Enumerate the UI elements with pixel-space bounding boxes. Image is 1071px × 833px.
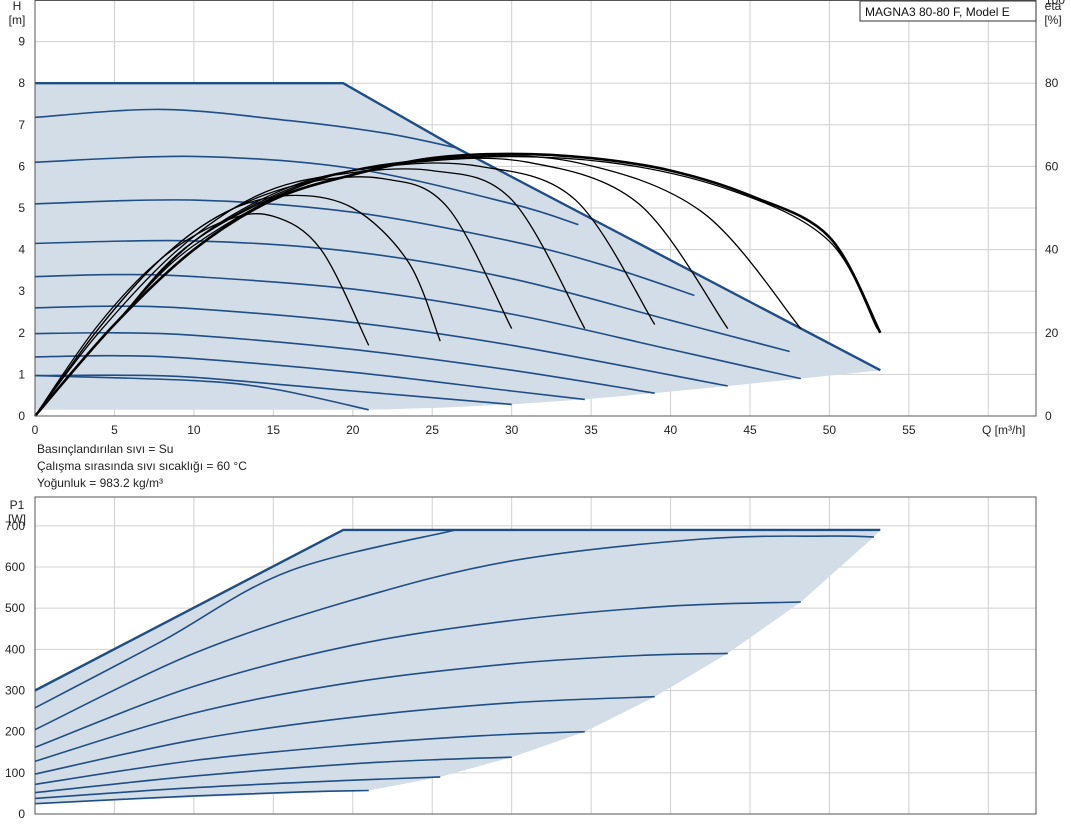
efficiency-tick-labels: 0 20 40 60 80 100 — [1045, 0, 1065, 423]
efficiency-curve — [34, 168, 586, 417]
power-tick-label: 700 — [5, 519, 25, 533]
power-max-curve — [34, 528, 881, 692]
power-chart-frame — [34, 496, 1037, 815]
flow-tick-label: 30 — [505, 423, 519, 437]
head-tick-label: 3 — [18, 284, 25, 298]
head-tick-label: 1 — [18, 367, 25, 381]
power-tick-label: 100 — [5, 766, 25, 780]
head-curve — [34, 199, 695, 297]
power-curve — [34, 789, 369, 805]
head-curve — [34, 374, 369, 411]
flow-tick-labels: 0 5 10 15 20 25 30 35 40 45 50 55 — [32, 423, 916, 437]
efficiency-axis-label: eta — [1045, 0, 1062, 13]
flow-tick-label: 45 — [743, 423, 757, 437]
head-operating-range — [35, 83, 881, 410]
head-curve — [34, 108, 457, 149]
efficiency-tick-label: 100 — [1045, 0, 1065, 7]
fluid-condition-medium: Basınçlandırılan sıvı = Su — [37, 442, 173, 456]
flow-tick-label: 20 — [346, 423, 360, 437]
power-tick-label: 500 — [5, 601, 25, 615]
efficiency-tick-label: 40 — [1045, 243, 1059, 257]
power-tick-label: 300 — [5, 683, 25, 697]
flow-tick-label: 25 — [426, 423, 440, 437]
flow-tick-label: 35 — [584, 423, 598, 437]
flow-tick-label: 10 — [187, 423, 201, 437]
power-curve — [34, 730, 585, 786]
flow-tick-label: 15 — [267, 423, 281, 437]
head-tick-label: 0 — [18, 409, 25, 423]
power-curve — [34, 756, 512, 794]
head-curve — [34, 239, 790, 353]
power-axis-label: P1 — [10, 498, 25, 512]
model-legend-box — [859, 0, 1037, 22]
efficiency-curve — [34, 176, 513, 417]
power-curve — [34, 652, 728, 763]
efficiency-tick-label: 0 — [1045, 409, 1052, 423]
head-curve — [34, 331, 655, 394]
head-axis-label: H — [13, 0, 22, 13]
head-tick-label: 5 — [18, 201, 25, 215]
power-curve — [34, 535, 874, 731]
power-operating-range — [35, 529, 881, 804]
head-curve — [34, 354, 585, 401]
fluid-conditions: Basınçlandırılan sıvı = Su Çalışma sıras… — [37, 442, 247, 490]
head-curve — [34, 155, 579, 226]
power-tick-label: 400 — [5, 642, 25, 656]
head-chart-frame — [34, 0, 1037, 417]
power-curve — [34, 529, 457, 709]
head-tick-label: 6 — [18, 159, 25, 173]
efficiency-tick-label: 60 — [1045, 159, 1059, 173]
efficiency-curve — [34, 156, 878, 417]
power-tick-label: 0 — [18, 807, 25, 821]
head-tick-label: 8 — [18, 76, 25, 90]
head-curve — [34, 273, 801, 380]
flow-tick-label: 50 — [823, 423, 837, 437]
power-axis-unit: [W] — [8, 512, 26, 526]
head-tick-label: 2 — [18, 326, 25, 340]
power-curve — [34, 601, 801, 749]
fluid-condition-temperature: Çalışma sırasında sıvı sıcaklığı = 60 °C — [37, 459, 247, 473]
flow-tick-label: 0 — [32, 423, 39, 437]
head-tick-label: 4 — [18, 243, 25, 257]
efficiency-envelope-curve — [34, 152, 882, 417]
model-legend-text: MAGNA3 80-80 F, Model E — [865, 5, 1010, 19]
flow-tick-label: 5 — [111, 423, 118, 437]
flow-tick-label: 40 — [664, 423, 678, 437]
head-curve — [34, 374, 512, 406]
power-curve — [34, 776, 441, 800]
flow-tick-label: 55 — [902, 423, 916, 437]
fluid-condition-density: Yoğunluk = 983.2 kg/m³ — [37, 476, 163, 490]
efficiency-axis-unit: [%] — [1044, 13, 1061, 27]
power-curve — [34, 695, 655, 775]
head-tick-label: 9 — [18, 35, 25, 49]
efficiency-tick-label: 20 — [1045, 326, 1059, 340]
power-curves — [34, 529, 874, 805]
head-tick-labels: 0 1 2 3 4 5 6 7 8 9 — [18, 35, 25, 423]
power-tick-labels: 0 100 200 300 400 500 600 700 — [5, 519, 25, 821]
head-max-curve — [35, 82, 881, 372]
head-tick-label: 7 — [18, 118, 25, 132]
flow-axis-label: Q [m³/h] — [982, 423, 1025, 437]
head-axis-unit: [m] — [9, 13, 26, 27]
power-tick-label: 600 — [5, 560, 25, 574]
efficiency-tick-label: 80 — [1045, 76, 1059, 90]
power-flow-chart: 0 100 200 300 400 500 600 700 P1 [W] — [5, 496, 1037, 821]
power-tick-label: 200 — [5, 725, 25, 739]
